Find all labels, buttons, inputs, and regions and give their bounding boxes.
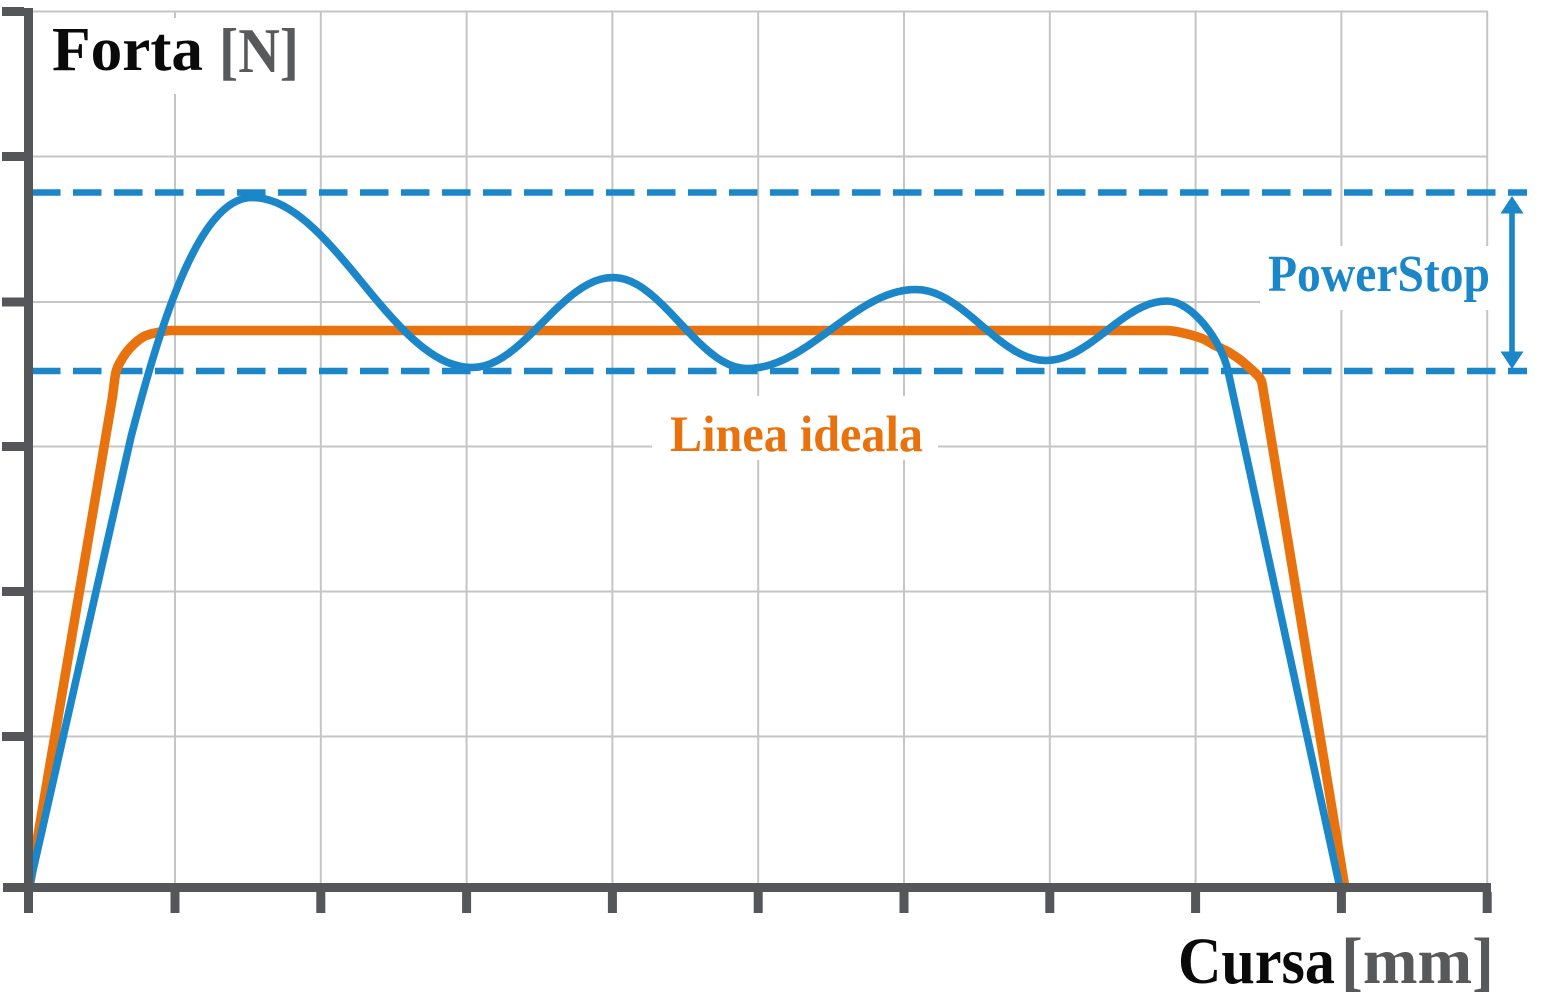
svg-text:Cursa: Cursa bbox=[1178, 925, 1335, 993]
svg-text:Forta: Forta bbox=[52, 16, 203, 84]
svg-text:PowerStop: PowerStop bbox=[1268, 246, 1490, 303]
svg-text:Linea ideala: Linea ideala bbox=[670, 407, 923, 463]
svg-text:[N]: [N] bbox=[219, 15, 299, 86]
svg-text:[mm]: [mm] bbox=[1341, 925, 1494, 993]
